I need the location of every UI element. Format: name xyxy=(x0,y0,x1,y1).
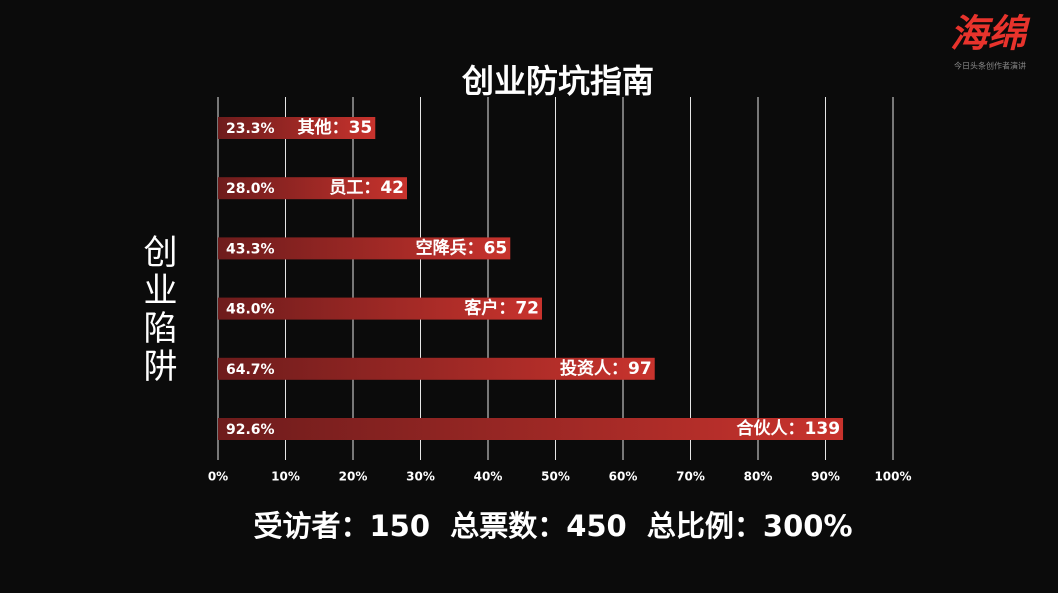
x-tick-label: 70% xyxy=(676,470,705,484)
x-tick-label: 100% xyxy=(874,470,911,484)
x-tick-label: 50% xyxy=(541,470,570,484)
x-tick-label: 0% xyxy=(208,470,228,484)
x-tick-label: 60% xyxy=(609,470,638,484)
value-label: 43.3% xyxy=(226,241,275,257)
value-label: 28.0% xyxy=(226,181,275,197)
value-label: 64.7% xyxy=(226,362,275,378)
bar xyxy=(218,418,844,440)
category-label: 投资人：97 xyxy=(560,358,652,379)
value-label: 48.0% xyxy=(226,302,275,318)
y-axis-label: 创业陷阱 xyxy=(137,234,177,386)
bar xyxy=(218,117,376,139)
x-tick-label: 80% xyxy=(744,470,773,484)
category-label: 员工：42 xyxy=(329,178,404,198)
category-label: 空降兵：65 xyxy=(416,237,508,258)
bar xyxy=(218,177,407,200)
value-label: 23.3% xyxy=(226,121,275,137)
footer: 受访者：150 总票数：450 总比例：300% xyxy=(253,509,852,543)
bar xyxy=(218,297,542,320)
category-label: 客户：72 xyxy=(463,298,539,319)
logo: 海绵 xyxy=(950,12,1031,56)
chart-title: 创业防坑指南 xyxy=(461,62,654,100)
bar xyxy=(218,357,655,380)
x-tick-label: 40% xyxy=(474,470,503,484)
value-label: 92.6% xyxy=(226,422,275,438)
category-label: 合伙人：139 xyxy=(737,418,841,439)
category-label: 其他：35 xyxy=(298,117,373,138)
logo-tagline: 今日头条创作者演讲 xyxy=(954,61,1026,71)
x-tick-label: 90% xyxy=(811,470,840,484)
x-tick-label: 30% xyxy=(406,470,435,484)
x-tick-label: 20% xyxy=(339,470,368,484)
x-tick-label: 10% xyxy=(271,470,300,484)
bar xyxy=(218,237,511,260)
